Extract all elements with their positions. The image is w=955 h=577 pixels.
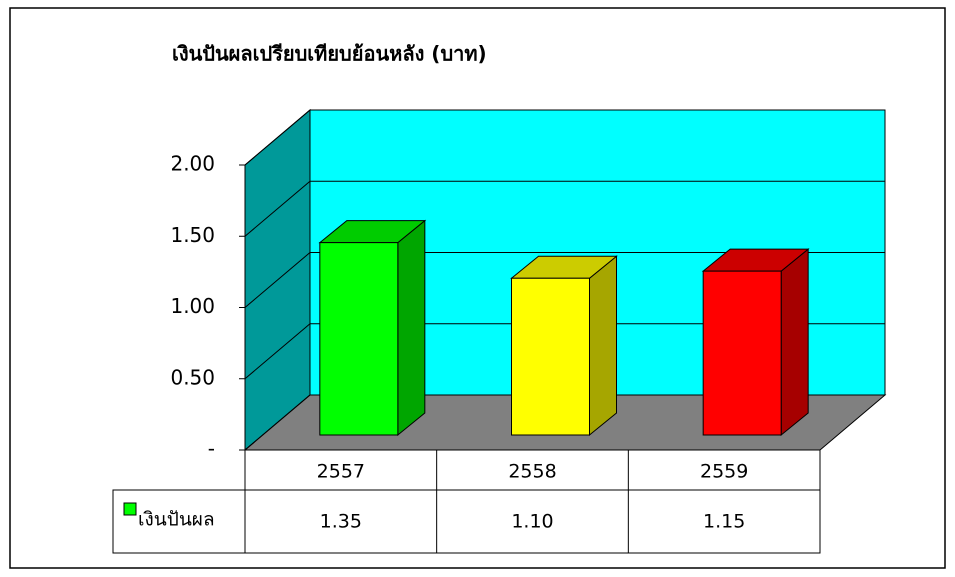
bar [511,277,590,436]
grid-line [244,323,311,380]
bar-side [397,219,426,437]
legend-swatch [123,502,137,516]
table-border [112,489,821,554]
grid-line [244,180,311,237]
x-tick-label: 2558 [508,461,556,483]
bar-side [780,248,809,437]
grid-line [244,394,311,451]
data-label: 1.35 [320,511,362,533]
x-tick-label: 2559 [700,461,748,483]
data-label: 1.15 [703,511,745,533]
y-tick-label: 1.00 [170,294,215,318]
legend-label: เงินปันผล [138,509,215,531]
bar [319,242,399,436]
bar [702,270,782,436]
y-tick-label: 1.50 [170,223,215,247]
grid-line [244,252,311,308]
grid-line [244,109,311,166]
x-tick-label: 2557 [317,461,365,483]
y-tick-label: - [208,437,215,461]
y-tick-label: 0.50 [170,365,215,389]
y-tick-label: 2.00 [170,152,215,176]
bar-side [589,255,617,437]
chart-title: เงินปันผลเปรียบเทียบย้อนหลัง (บาท) [172,42,487,66]
data-label: 1.10 [511,511,553,533]
